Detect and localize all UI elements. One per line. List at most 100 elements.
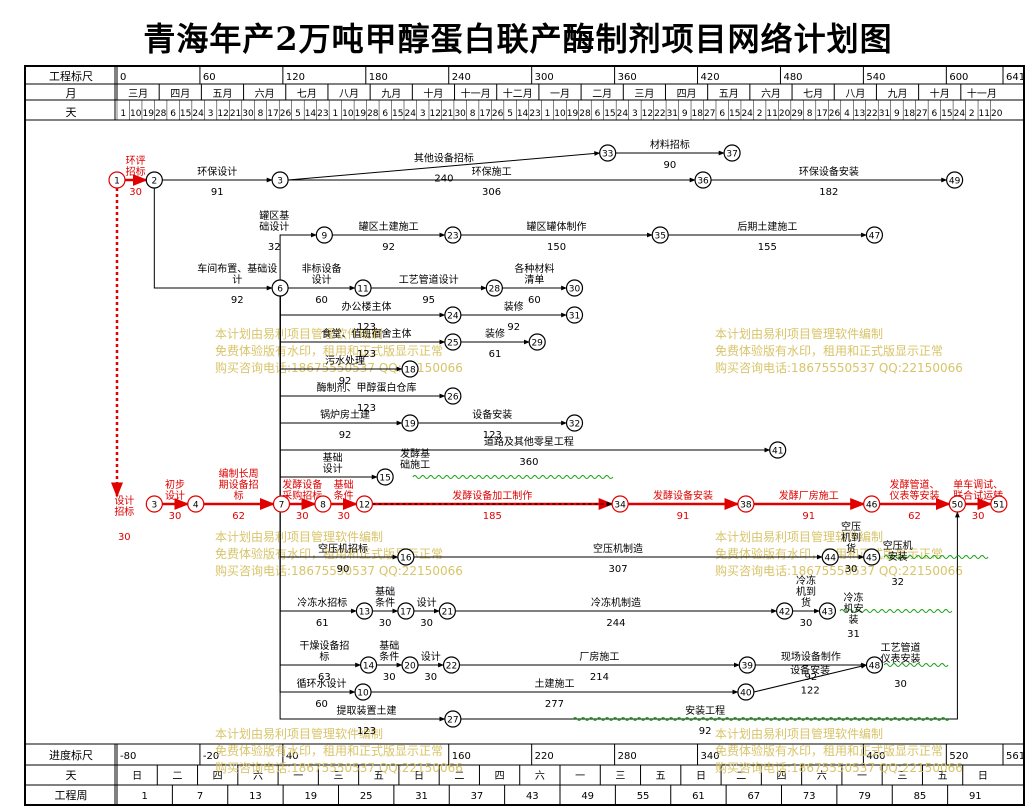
- event-node: 8: [314, 495, 332, 513]
- event-node-circle: [355, 602, 374, 620]
- top-scale-tick-label: 540: [866, 72, 885, 83]
- event-node-number: 32: [569, 420, 580, 430]
- activity-duration: 122: [801, 686, 820, 697]
- day-label: 28: [155, 109, 167, 119]
- event-node-circle: [738, 656, 756, 674]
- activity-name: 单车调试、联合试运转: [953, 478, 1003, 502]
- event-node-number: 9: [321, 232, 327, 242]
- week-label: 19: [304, 791, 317, 802]
- weekday-label: 一: [575, 771, 585, 782]
- day-label: 15: [604, 109, 615, 119]
- activity-arrows: 环评招标30环保设计91其他设备招标240材料招标90环保施工306环保设备安装…: [111, 138, 1003, 737]
- event-node-circle: [865, 226, 884, 244]
- float-line: [883, 555, 989, 559]
- event-node-number: 4: [193, 501, 199, 511]
- day-label: 8: [470, 109, 476, 119]
- event-node: 49: [946, 171, 964, 189]
- activity-duration: 61: [489, 349, 502, 360]
- event-node-circle: [769, 441, 787, 459]
- day-label: 19: [142, 109, 154, 119]
- activity-name: 车间布置、基础设计: [197, 262, 277, 286]
- event-node-circle: [611, 495, 629, 513]
- event-node-number: 18: [404, 366, 416, 376]
- event-node-number: 41: [772, 447, 783, 457]
- event-node: 6: [271, 279, 289, 297]
- activity-name: 后期土建施工: [737, 220, 797, 233]
- day-label: 24: [954, 109, 966, 119]
- node-activity-duration: 30: [894, 679, 907, 690]
- day-label: 10: [342, 109, 354, 119]
- week-label: 31: [415, 791, 428, 802]
- month-label: 八月: [845, 88, 865, 100]
- activity-duration: 32: [268, 242, 281, 253]
- weekday-label: 一: [857, 771, 867, 782]
- event-node-circle: [354, 683, 372, 701]
- day-label: 17: [267, 109, 278, 119]
- event-node: 2: [145, 171, 163, 189]
- weekday-label: 五: [938, 771, 948, 782]
- activity-duration: 360: [519, 457, 538, 468]
- activity-duration: 277: [545, 699, 564, 710]
- event-node-circle: [187, 495, 205, 513]
- activity-duration: 61: [316, 618, 329, 629]
- day-label: 6: [595, 109, 601, 119]
- weekday-label: 日: [978, 771, 988, 782]
- activity-name: 设备安装: [790, 664, 830, 677]
- activity-duration: 123: [357, 403, 376, 414]
- activity-name: 办公楼主体: [341, 300, 391, 313]
- day-label: 22: [654, 109, 665, 119]
- progress-tick-label: 220: [535, 751, 554, 762]
- month-label: 九月: [888, 88, 908, 100]
- activity-name: 冷冻机制造: [591, 596, 641, 609]
- weekday-label: 五: [374, 771, 384, 782]
- activity-duration: 63: [318, 672, 331, 683]
- node-activity-name: 发酵基础施工: [400, 447, 430, 471]
- progress-tick-label: 280: [618, 751, 637, 762]
- node-activity-name: 空压机安装: [883, 539, 913, 563]
- activity-duration: 90: [337, 564, 350, 575]
- activity-duration: 60: [315, 699, 328, 710]
- week-label: 61: [692, 791, 705, 802]
- activity-name: 空压机制造: [593, 542, 643, 555]
- event-node-number: 48: [869, 662, 881, 672]
- month-label: 四月: [677, 88, 697, 100]
- week-label: 55: [637, 791, 650, 802]
- activity-duration: 150: [547, 242, 566, 253]
- event-node-number: 43: [822, 608, 833, 618]
- day-label: 12: [217, 109, 228, 119]
- activity-name: 环保设备安装: [799, 165, 859, 178]
- month-label: 三月: [634, 88, 654, 100]
- weekday-label: 六: [253, 770, 263, 782]
- activity-duration: 240: [434, 174, 453, 185]
- event-node-circle: [565, 306, 584, 324]
- event-node: 38: [737, 495, 755, 513]
- month-label: 八月: [339, 88, 359, 100]
- activity-name: 基础条件: [334, 478, 354, 502]
- day-label: 2: [757, 109, 763, 119]
- event-node-number: 10: [357, 689, 369, 699]
- activity-duration: 90: [664, 160, 677, 171]
- event-node-number: 45: [866, 554, 877, 564]
- activity-name: 安装工程: [685, 704, 725, 717]
- month-label: 十一月: [967, 87, 997, 100]
- event-node-circle: [444, 306, 462, 324]
- node-activity-name: 工艺管道仪表安装: [880, 641, 920, 665]
- progress-tick-label: 340: [701, 751, 720, 762]
- event-node-circle: [821, 548, 839, 566]
- event-node: 35: [651, 226, 669, 244]
- activity-name: 装修: [504, 300, 524, 313]
- activity-duration: 92: [699, 726, 712, 737]
- watermark-text: 购买咨询电话:18675550537 QQ:22150066: [715, 760, 963, 775]
- activity-name: 各种材料清单: [514, 262, 554, 286]
- day-label: 12: [642, 109, 653, 119]
- event-node-circle: [314, 495, 332, 513]
- day-label: 5: [507, 109, 513, 119]
- activity-name: 环评招标: [126, 155, 146, 178]
- event-node: 21: [438, 602, 456, 620]
- event-node-number: 3: [151, 501, 157, 511]
- day-label: 2: [969, 109, 975, 119]
- day-label: 6: [382, 109, 388, 119]
- event-node-circle: [401, 360, 419, 378]
- event-node-circle: [145, 495, 163, 513]
- watermark-text: 购买咨询电话:18675550537 QQ:22150066: [715, 563, 963, 578]
